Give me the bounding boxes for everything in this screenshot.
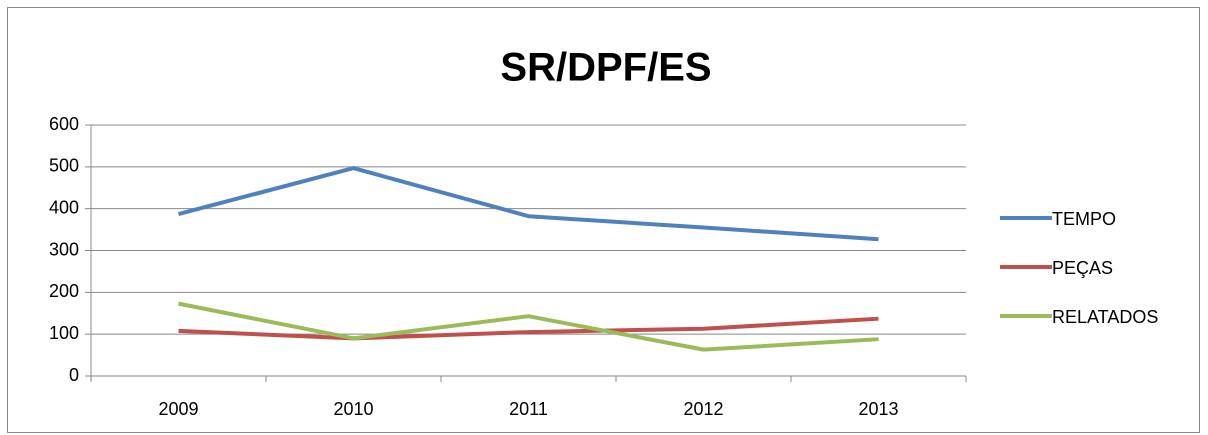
y-tick-label: 500 (49, 156, 79, 176)
y-tick-label: 0 (69, 365, 79, 385)
y-tick-label: 300 (49, 239, 79, 259)
x-tick-label: 2010 (333, 399, 373, 419)
legend-label: TEMPO (1052, 209, 1116, 229)
line-series (177, 166, 879, 242)
y-tick-label: 400 (49, 197, 79, 217)
x-tick-label: 2009 (158, 399, 198, 419)
chart-title: SR/DPF/ES (500, 46, 711, 90)
line-series (178, 316, 879, 341)
x-tick-label: 2013 (858, 399, 898, 419)
y-tick-label: 200 (49, 281, 79, 301)
x-tick-label: 2011 (509, 399, 548, 419)
legend-label: RELATADOS (1052, 307, 1158, 327)
line-series (178, 301, 879, 352)
x-tick-label: 2012 (683, 399, 723, 419)
y-tick-label: 600 (49, 114, 79, 134)
legend-label: PEÇAS (1052, 258, 1113, 278)
y-tick-label: 100 (49, 323, 79, 343)
